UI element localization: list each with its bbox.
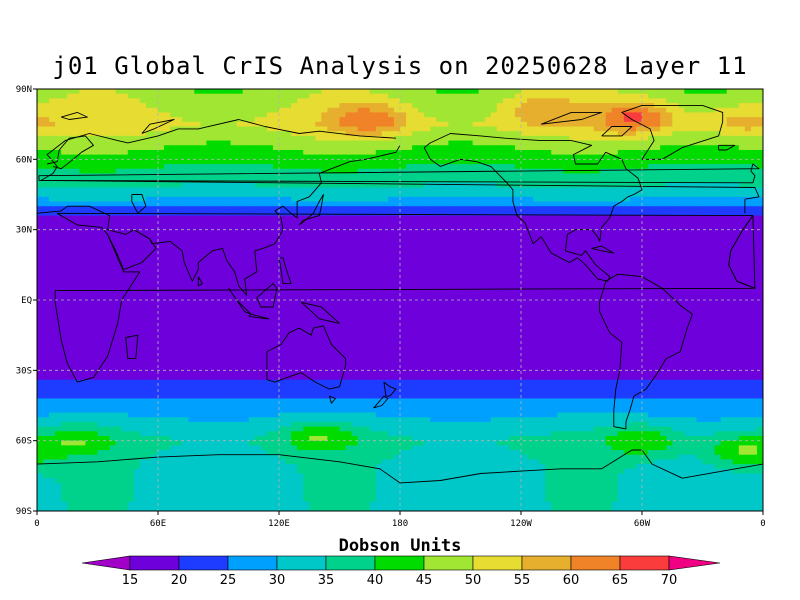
colorbar-level-label: 40 xyxy=(367,573,384,588)
ozone-field xyxy=(37,89,763,511)
colorbar-swatch xyxy=(227,555,278,571)
colorbar-level-label: 35 xyxy=(318,573,335,588)
coastlines xyxy=(37,104,763,484)
colorbar-level-label: 70 xyxy=(661,573,678,588)
y-tick-label: 60N xyxy=(16,155,32,165)
colorbar-max-arrow xyxy=(668,555,721,571)
y-axis: 90N 60N 30N EQ 30S 60S 90S xyxy=(16,85,37,517)
x-axis: 0 60E 120E 180 120W 60W 0 xyxy=(34,511,766,529)
x-tick-label: 120W xyxy=(510,519,532,529)
colorbar-min-arrow xyxy=(81,555,131,571)
colorbar-swatch xyxy=(472,555,523,571)
colorbar-level-label: 65 xyxy=(612,573,629,588)
colorbar-swatch xyxy=(325,555,376,571)
x-tick-label: 120E xyxy=(268,519,290,529)
x-tick-label: 60W xyxy=(634,519,651,529)
y-tick-label: EQ xyxy=(21,296,32,306)
colorbar-swatch xyxy=(423,555,474,571)
x-tick-label: 60E xyxy=(150,519,166,529)
colorbar-level-label: 15 xyxy=(122,573,139,588)
colorbar: 15 20 25 30 35 40 45 50 55 60 65 70 xyxy=(81,555,721,588)
colorbar-swatch xyxy=(129,555,180,571)
colorbar-level-label: 20 xyxy=(171,573,188,588)
colorbar-level-label: 60 xyxy=(563,573,580,588)
colorbar-swatch xyxy=(374,555,425,571)
colorbar-level-label: 50 xyxy=(465,573,482,588)
x-tick-label: 0 xyxy=(760,519,765,529)
graticule xyxy=(37,89,763,511)
x-tick-label: 180 xyxy=(392,519,408,529)
colorbar-level-label: 55 xyxy=(514,573,531,588)
y-tick-label: 90N xyxy=(16,85,32,95)
y-tick-label: 30S xyxy=(16,366,32,376)
colorbar-swatch xyxy=(570,555,621,571)
colorbar-swatch xyxy=(521,555,572,571)
colorbar-swatch xyxy=(178,555,229,571)
colorbar-level-label: 25 xyxy=(220,573,237,588)
colorbar-level-label: 45 xyxy=(416,573,433,588)
x-tick-label: 0 xyxy=(34,519,39,529)
colorbar-level-label: 30 xyxy=(269,573,286,588)
colorbar-swatch xyxy=(276,555,327,571)
y-tick-label: 30N xyxy=(16,226,32,236)
colorbar-title: Dobson Units xyxy=(338,536,462,556)
y-tick-label: 90S xyxy=(16,507,32,517)
colorbar-swatch xyxy=(619,555,670,571)
map-title: j01 Global CrIS Analysis on 20250628 Lay… xyxy=(52,52,748,80)
y-tick-label: 60S xyxy=(16,437,32,447)
